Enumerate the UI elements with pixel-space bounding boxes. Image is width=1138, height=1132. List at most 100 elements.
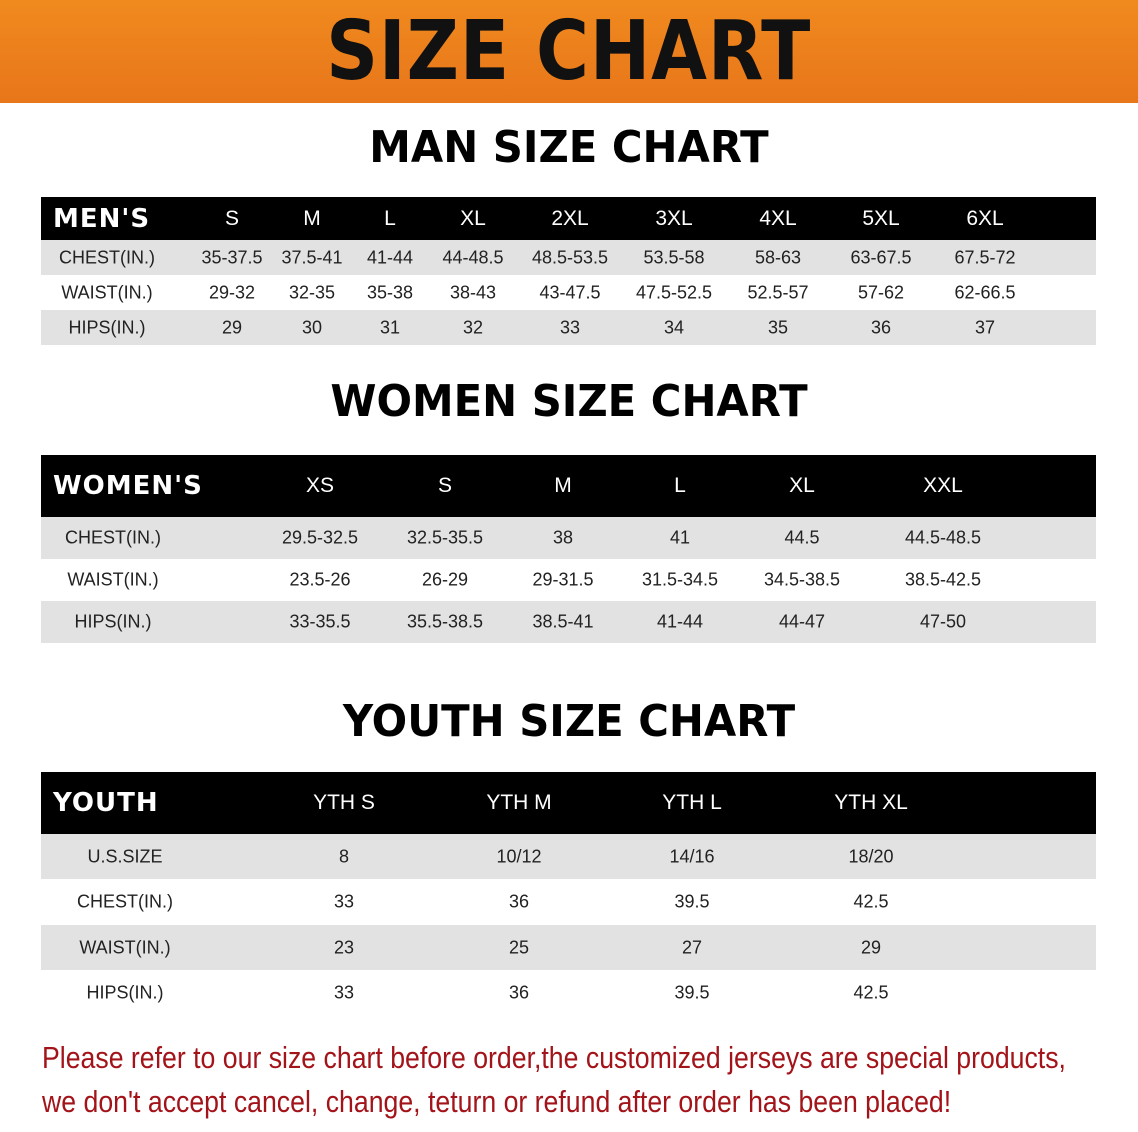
measurement-value: 43-47.5: [539, 282, 601, 302]
measurement-value: 14/16: [669, 846, 715, 866]
measurement-label: WAIST(IN.): [67, 569, 159, 590]
men-title: MAN SIZE CHART: [369, 122, 769, 173]
table-row: WAIST(IN.) 23 25 27 29: [41, 925, 1096, 970]
measurement-value: 18/20: [848, 846, 894, 866]
size-header: S: [437, 474, 453, 497]
measurement-value: 37: [974, 317, 996, 337]
measurement-value: 36: [508, 982, 530, 1002]
measurement-value: 67.5-72: [954, 247, 1016, 267]
measurement-value: 62-66.5: [954, 282, 1016, 302]
measurement-value: 36: [508, 891, 530, 912]
measurement-value: 33: [333, 982, 355, 1002]
size-header: M: [554, 474, 572, 497]
measurement-value: 44-47: [778, 611, 826, 632]
measurement-value: 48.5-53.5: [531, 247, 609, 267]
measurement-value: 23: [333, 937, 355, 957]
measurement-value: 44.5: [784, 527, 820, 548]
measurement-value: 8: [338, 846, 350, 866]
table-label: WOMEN'S: [53, 471, 203, 501]
men-size-table: MEN'S S M L XL 2XL 3XL 4XL 5XL 6XL CHEST(IN.) 35-37…: [41, 197, 1096, 345]
measurement-value: 32.5-35.5: [406, 527, 484, 548]
table-label: YOUTH: [53, 788, 159, 818]
size-header: M: [303, 206, 321, 230]
women-size-table: WOMEN'S XS S M L XL XXL CHEST(IN.) 29.5-32.5 32.5…: [41, 455, 1096, 643]
header-row: YOUTH YTH S YTH M YTH L YTH XL: [41, 772, 1096, 834]
size-header: 5XL: [862, 206, 900, 230]
measurement-value: 38.5-42.5: [904, 569, 982, 590]
measurement-value: 44.5-48.5: [904, 527, 982, 548]
measurement-label: HIPS(IN.): [86, 982, 164, 1002]
measurement-value: 34.5-38.5: [763, 569, 841, 590]
measurement-value: 27: [681, 937, 703, 957]
measurement-value: 38: [552, 527, 574, 548]
notice-line-1: Please refer to our size chart before or…: [42, 1040, 1066, 1075]
measurement-value: 29-32: [208, 282, 256, 302]
size-header: XL: [789, 474, 815, 497]
table-row: CHEST(IN.) 33 36 39.5 42.5: [41, 879, 1096, 925]
banner-title: SIZE CHART: [326, 4, 812, 99]
measurement-label: CHEST(IN.): [65, 527, 161, 548]
measurement-value: 37.5-41: [281, 247, 343, 267]
size-header: L: [674, 474, 686, 497]
measurement-value: 38-43: [449, 282, 497, 302]
measurement-value: 47-50: [919, 611, 967, 632]
measurement-value: 57-62: [857, 282, 905, 302]
youth-title: YOUTH SIZE CHART: [342, 696, 796, 747]
size-header: XS: [305, 474, 335, 497]
measurement-value: 42.5: [853, 982, 889, 1002]
measurement-value: 63-67.5: [850, 247, 912, 267]
measurement-value: 29: [221, 317, 243, 337]
table-label: MEN'S: [53, 203, 151, 234]
measurement-label: CHEST(IN.): [77, 891, 173, 912]
measurement-value: 39.5: [674, 982, 710, 1002]
size-header: L: [384, 206, 396, 230]
measurement-value: 33: [559, 317, 581, 337]
measurement-value: 39.5: [674, 891, 710, 912]
measurement-label: U.S.SIZE: [87, 846, 163, 866]
measurement-value: 29-31.5: [532, 569, 594, 590]
table-row: HIPS(IN.) 33-35.5 35.5-38.5 38.5-41 41-44 44-…: [41, 601, 1096, 643]
measurement-label: HIPS(IN.): [68, 317, 146, 337]
measurement-value: 47.5-52.5: [635, 282, 713, 302]
header-row: MEN'S S M L XL 2XL 3XL 4XL 5XL 6XL: [41, 197, 1096, 240]
size-header: 2XL: [551, 206, 589, 230]
size-header: 4XL: [759, 206, 797, 230]
measurement-value: 38.5-41: [532, 611, 594, 632]
measurement-value: 33: [333, 891, 355, 912]
measurement-label: WAIST(IN.): [79, 937, 171, 957]
table-row: CHEST(IN.) 35-37.5 37.5-41 41-44 44-48.5 48.5…: [41, 240, 1096, 275]
measurement-value: 36: [870, 317, 892, 337]
measurement-value: 41: [669, 527, 691, 548]
measurement-label: WAIST(IN.): [61, 282, 153, 302]
size-header: 6XL: [966, 206, 1004, 230]
table-row: WAIST(IN.) 29-32 32-35 35-38 38-43 43-47.5 47.…: [41, 275, 1096, 310]
measurement-value: 35-37.5: [201, 247, 263, 267]
measurement-value: 31: [379, 317, 401, 337]
size-header: YTH XL: [834, 791, 908, 814]
size-header: YTH S: [313, 791, 375, 814]
measurement-value: 52.5-57: [747, 282, 809, 302]
measurement-value: 35: [767, 317, 789, 337]
table-row: U.S.SIZE 8 10/12 14/16 18/20: [41, 834, 1096, 879]
measurement-value: 29: [860, 937, 882, 957]
table-row: HIPS(IN.) 29 30 31 32 33 34 35 36 37: [41, 310, 1096, 345]
size-header: YTH L: [662, 791, 722, 814]
measurement-value: 25: [508, 937, 530, 957]
measurement-value: 26-29: [421, 569, 469, 590]
measurement-value: 35-38: [366, 282, 414, 302]
size-header: YTH M: [486, 791, 552, 814]
measurement-value: 34: [663, 317, 685, 337]
size-header: S: [224, 206, 240, 230]
size-header: XL: [460, 206, 486, 230]
measurement-value: 32: [462, 317, 484, 337]
measurement-value: 10/12: [496, 846, 542, 866]
youth-size-table: YOUTH YTH S YTH M YTH L YTH XL U.S.SIZE 8 10/12…: [41, 772, 1096, 1015]
table-row: CHEST(IN.) 29.5-32.5 32.5-35.5 38 41 44.5 44.5…: [41, 517, 1096, 559]
measurement-value: 58-63: [754, 247, 802, 267]
measurement-value: 29.5-32.5: [281, 527, 359, 548]
measurement-value: 35.5-38.5: [406, 611, 484, 632]
measurement-value: 53.5-58: [643, 247, 705, 267]
measurement-value: 32-35: [288, 282, 336, 302]
measurement-value: 41-44: [656, 611, 704, 632]
size-header: 3XL: [655, 206, 693, 230]
